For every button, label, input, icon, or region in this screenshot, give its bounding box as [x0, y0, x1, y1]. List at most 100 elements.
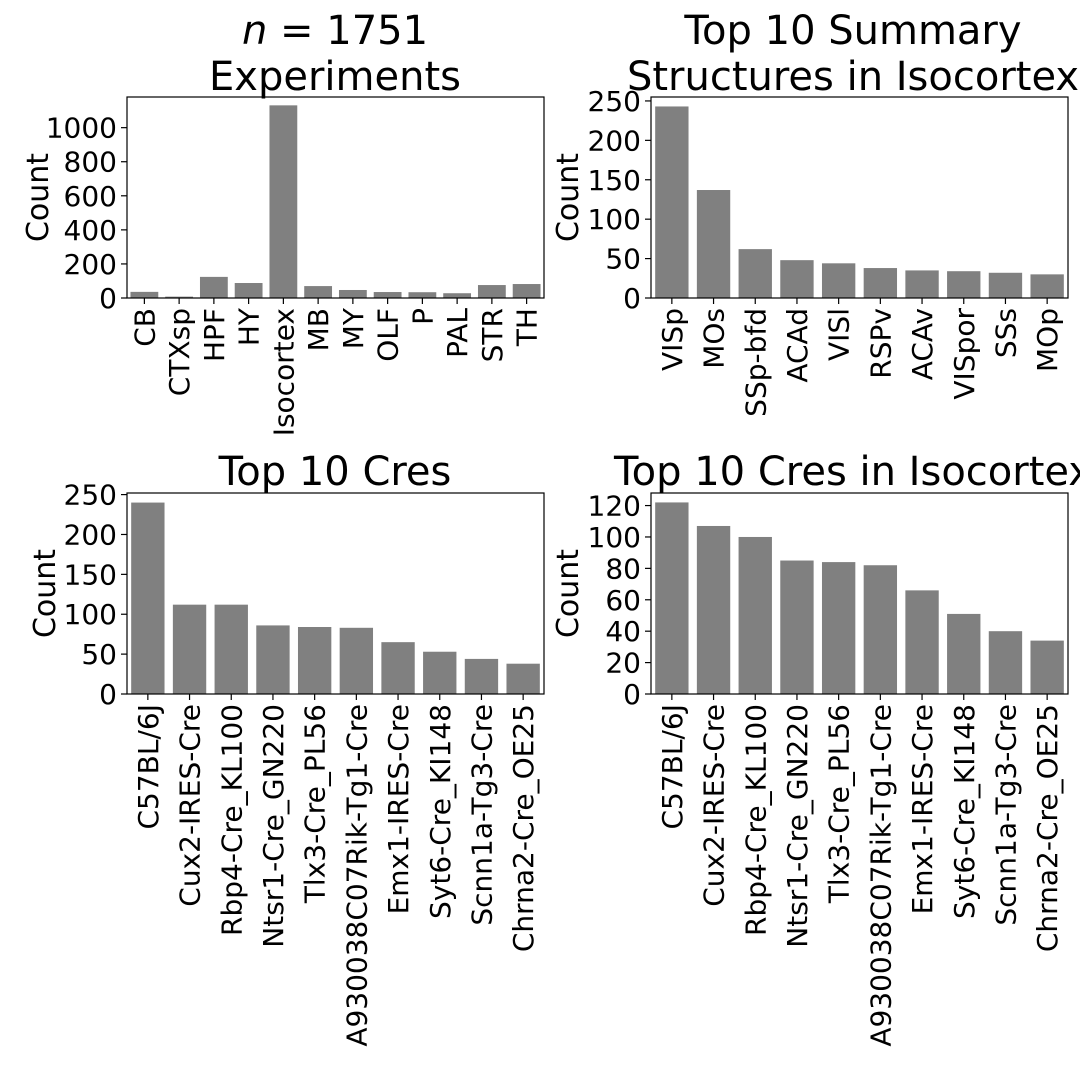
- bar-Tlx3-Cre_PL56: [297, 627, 332, 694]
- bar-Tlx3-Cre_PL56: [821, 562, 856, 694]
- y-tick-label: 100: [588, 521, 641, 554]
- bar-MY: [338, 289, 367, 298]
- bar-Syt6-Cre_KI148: [423, 651, 457, 694]
- chart-title-line: Top 10 Cres: [218, 449, 452, 495]
- x-tick-label: HPF: [198, 308, 231, 362]
- y-tick-label: 60: [605, 584, 641, 617]
- x-tick-label: A930038C07Rik-Tg1-Cre: [864, 704, 897, 1047]
- y-tick-label: 250: [588, 85, 641, 118]
- x-tick-label: Scnn1a-Tg3-Cre: [465, 704, 498, 926]
- chart-panel-3: Top 10 Cres 0 50 100 150 200 250 Count C57BL/6J C…: [28, 449, 545, 1047]
- x-tick-label: VISl: [823, 308, 856, 361]
- bar-PAL: [443, 293, 472, 298]
- x-tick-label: Syt6-Cre_KI148: [948, 704, 981, 919]
- axes-frame: [126, 96, 545, 299]
- y-tick-label: 120: [588, 490, 641, 523]
- x-tick-label: TH: [511, 308, 544, 347]
- x-tick-label: Chrna2-Cre_OE25: [1031, 704, 1064, 952]
- y-axis-label: Count: [551, 153, 586, 242]
- y-axis-label: Count: [21, 153, 56, 242]
- bar-TH: [512, 284, 541, 298]
- y-tick-label: 0: [623, 282, 641, 315]
- x-tick-label: Cux2-IRES-Cre: [174, 704, 207, 907]
- chart-title-line: Top 10 Summary: [683, 8, 1021, 54]
- bar-CTXsp: [165, 296, 194, 298]
- y-tick-label: 200: [64, 518, 117, 551]
- bar-Cux2-IRES-Cre: [172, 604, 207, 694]
- x-tick-label: RSPv: [864, 308, 897, 379]
- bar-A930038C07Rik-Tg1-Cre: [863, 565, 898, 694]
- x-tick-label: MY: [337, 307, 370, 349]
- y-tick-label: 0: [99, 678, 117, 711]
- y-tick-label: 1000: [46, 112, 117, 145]
- x-tick-label: C57BL/6J: [132, 704, 165, 830]
- x-tick-label: VISpor: [948, 308, 981, 400]
- chart-panel-4: Top 10 Cres in Isocortex020406080100120C…: [551, 449, 1080, 1047]
- y-tick-label: 150: [64, 558, 117, 591]
- bar-Scnn1a-Tg3-Cre: [464, 658, 499, 694]
- x-tick-label: PAL: [441, 308, 474, 358]
- y-tick-label: 250: [64, 479, 117, 512]
- y-tick-label: 80: [605, 552, 641, 585]
- bar-ACAv: [905, 270, 939, 298]
- x-tick-label: CTXsp: [163, 308, 196, 396]
- x-tick-label: ACAv: [906, 308, 939, 380]
- x-tick-label: MOs: [698, 308, 731, 369]
- bar-Emx1-IRES-Cre: [381, 642, 415, 694]
- y-tick-label: 400: [64, 214, 117, 247]
- x-tick-label: Scnn1a-Tg3-Cre: [989, 704, 1022, 926]
- axes-frame: [650, 96, 1069, 299]
- x-tick-label: Rbp4-Cre_KL100: [739, 704, 772, 936]
- bar-Ntsr1-Cre_GN220: [256, 625, 290, 694]
- y-tick-label: 200: [64, 248, 117, 281]
- x-tick-label: MOp: [1031, 308, 1064, 372]
- y-axis-label: Count: [551, 549, 586, 638]
- bar-HY: [234, 283, 263, 298]
- x-tick-label: Syt6-Cre_KI148: [424, 704, 457, 919]
- x-tick-label: SSs: [989, 308, 1022, 358]
- bar-MB: [304, 286, 333, 298]
- bar-VISl: [821, 263, 856, 298]
- y-tick-label: 20: [605, 647, 641, 680]
- x-tick-label: SSp-bfd: [739, 308, 772, 417]
- x-tick-label: HY: [233, 307, 266, 346]
- bar-RSPv: [863, 268, 898, 298]
- bar-SSs: [988, 272, 1023, 298]
- bar-Syt6-Cre_KI148: [947, 613, 981, 694]
- bar-Ntsr1-Cre_GN220: [780, 560, 814, 694]
- bar-Rbp4-Cre_KL100: [214, 604, 248, 694]
- chart-title-line: n = 1751: [242, 8, 428, 54]
- x-tick-label: OLF: [372, 308, 405, 362]
- x-tick-label: Emx1-IRES-Cre: [382, 704, 415, 914]
- bar-Chrna2-Cre_OE25: [1030, 640, 1064, 694]
- x-tick-label: A930038C07Rik-Tg1-Cre: [340, 704, 373, 1047]
- x-tick-label: CB: [128, 308, 161, 347]
- bar-HPF: [199, 276, 228, 298]
- x-tick-label: Isocortex: [267, 308, 300, 436]
- bar-OLF: [373, 292, 402, 298]
- y-tick-label: 50: [81, 638, 117, 671]
- bar-Isocortex: [269, 105, 298, 298]
- x-tick-label: VISp: [656, 308, 689, 371]
- x-tick-label: C57BL/6J: [656, 704, 689, 830]
- x-tick-label: ACAd: [781, 308, 814, 383]
- y-tick-label: 150: [588, 164, 641, 197]
- bar-Emx1-IRES-Cre: [905, 590, 939, 694]
- x-tick-label: MB: [302, 308, 335, 351]
- bar-SSp-bfd: [738, 249, 772, 298]
- bar-P: [408, 292, 437, 298]
- y-tick-label: 200: [588, 124, 641, 157]
- x-tick-label: Chrna2-Cre_OE25: [507, 704, 540, 952]
- y-tick-label: 40: [605, 615, 641, 648]
- chart-title-line: Experiments: [209, 54, 461, 100]
- bar-ACAd: [780, 260, 814, 298]
- axes-frame: [126, 492, 545, 695]
- bar-A930038C07Rik-Tg1-Cre: [339, 627, 374, 694]
- y-tick-label: 0: [623, 678, 641, 711]
- bar-STR: [477, 285, 506, 298]
- x-tick-label: STR: [476, 308, 509, 362]
- x-tick-label: Ntsr1-Cre_GN220: [781, 704, 814, 948]
- x-tick-label: Ntsr1-Cre_GN220: [257, 704, 290, 948]
- axes-frame: [650, 492, 1069, 695]
